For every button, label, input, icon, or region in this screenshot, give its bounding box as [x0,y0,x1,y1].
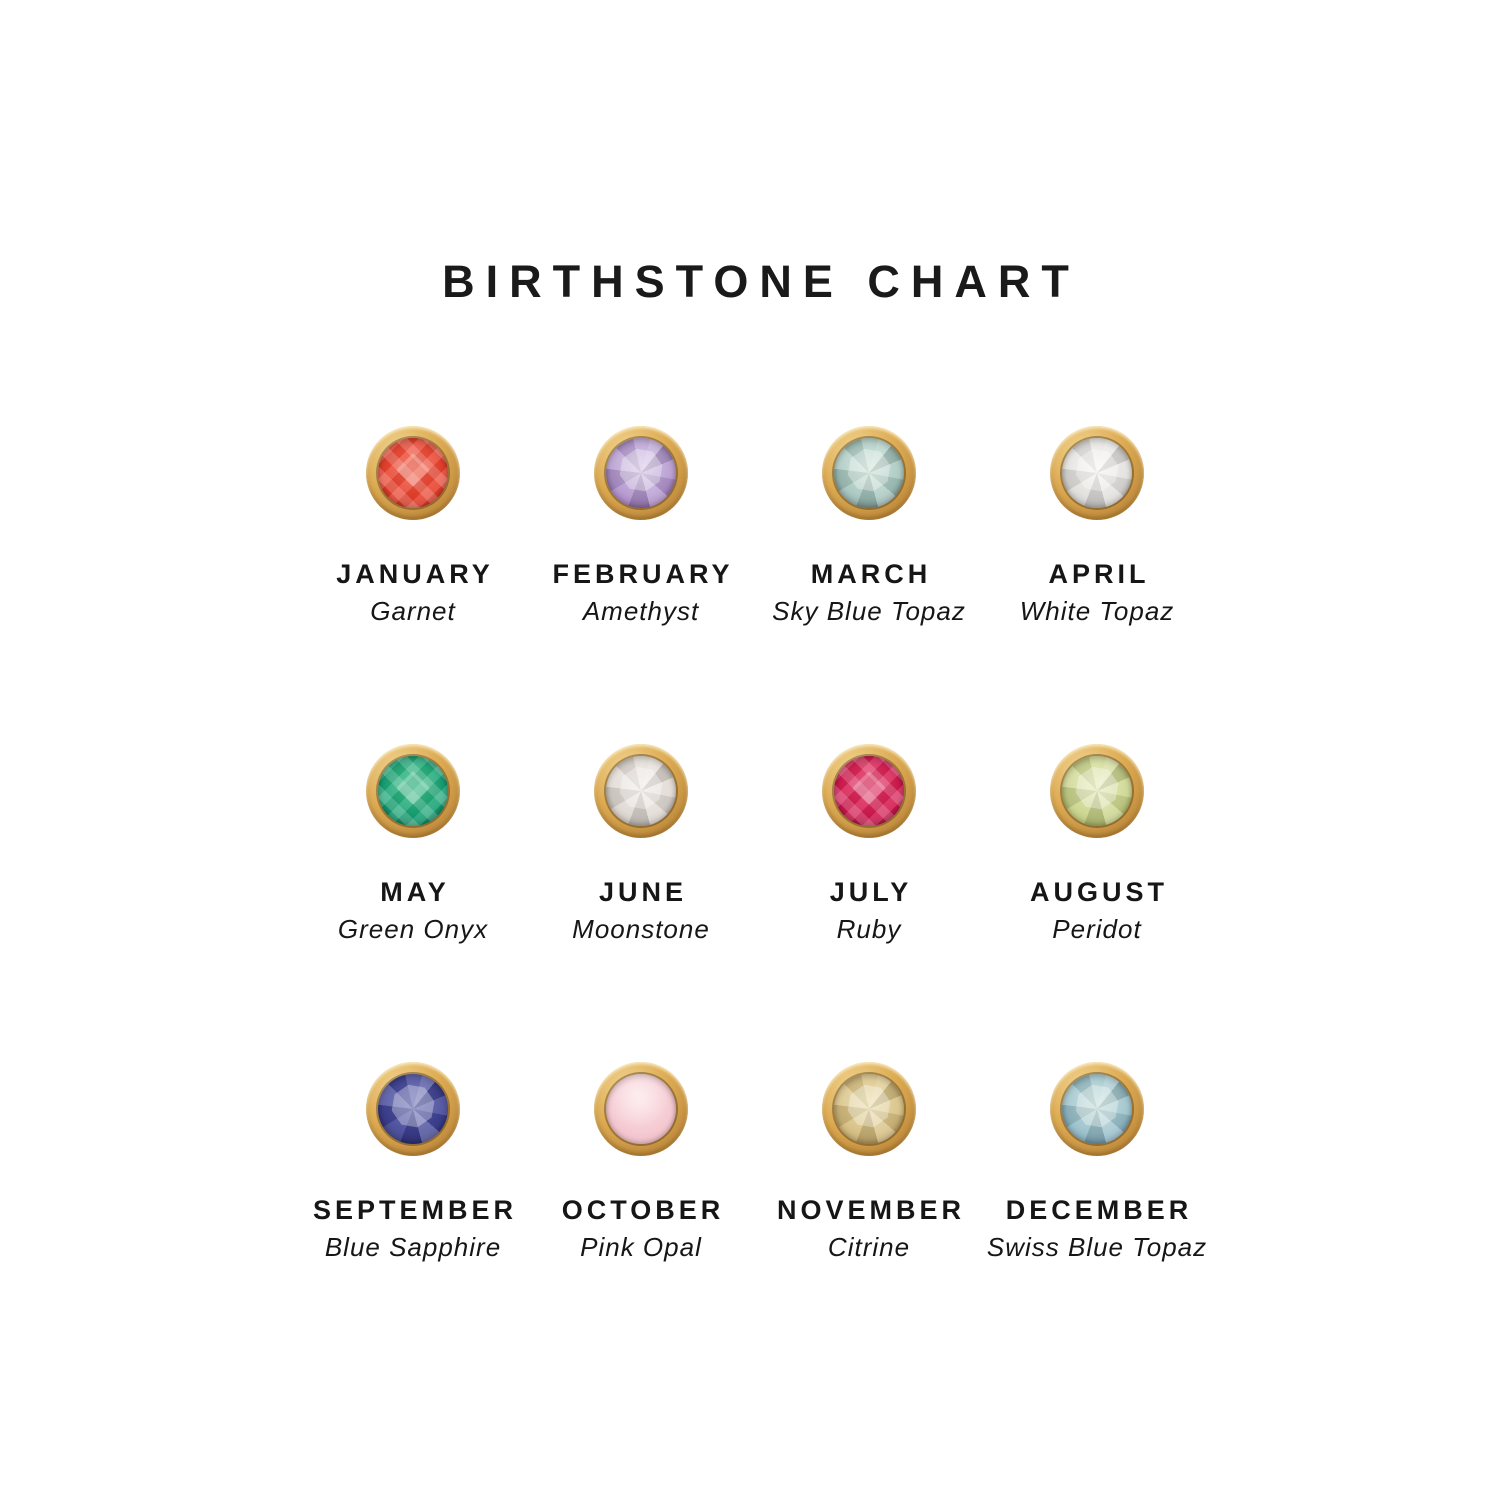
birthstone-cell-october: OCTOBER Pink Opal [527,1062,755,1380]
month-label: APRIL [1048,559,1150,589]
month-label: OCTOBER [561,1195,725,1225]
month-label: SEPTEMBER [312,1195,518,1225]
gemstone-swiss-blue-topaz-icon [1050,1062,1144,1156]
stone-label: Amethyst [582,596,700,626]
gem-stone [606,756,676,826]
gemstone-green-onyx-icon [366,744,460,838]
stone-label: Moonstone [572,914,710,944]
gemstone-pink-opal-icon [594,1062,688,1156]
stone-label: Peridot [1052,914,1142,944]
gem-stone [834,438,904,508]
month-label: MARCH [810,559,932,589]
stone-label: Green Onyx [337,914,489,944]
month-label: MAY [380,877,450,907]
gemstone-amethyst-icon [594,426,688,520]
stone-label: Citrine [827,1232,911,1262]
gemstone-citrine-icon [822,1062,916,1156]
gem-stone [378,438,448,508]
stone-label: White Topaz [1019,596,1175,626]
gemstone-peridot-icon [1050,744,1144,838]
birthstone-cell-may: MAY Green Onyx [299,744,527,1062]
gemstone-white-topaz-icon [1050,426,1144,520]
gem-stone [378,756,448,826]
month-label: NOVEMBER [776,1195,965,1225]
month-label: JUNE [598,877,688,907]
gem-stone [834,1074,904,1144]
birthstone-cell-january: JANUARY Garnet [299,426,527,744]
birthstone-cell-april: APRIL White Topaz [983,426,1211,744]
stone-label: Blue Sapphire [324,1232,502,1262]
gemstone-garnet-icon [366,426,460,520]
gem-stone [378,1074,448,1144]
birthstone-cell-february: FEBRUARY Amethyst [527,426,755,744]
birthstone-cell-december: DECEMBER Swiss Blue Topaz [983,1062,1211,1380]
stone-label: Garnet [370,596,456,626]
month-label: AUGUST [1030,877,1168,907]
stone-label: Ruby [836,914,902,944]
gem-stone [1062,438,1132,508]
gemstone-moonstone-icon [594,744,688,838]
birthstone-cell-november: NOVEMBER Citrine [755,1062,983,1380]
month-label: DECEMBER [1005,1195,1193,1225]
birthstone-cell-march: MARCH Sky Blue Topaz [755,426,983,744]
birthstone-cell-july: JULY Ruby [755,744,983,1062]
gemstone-ruby-icon [822,744,916,838]
stone-label: Pink Opal [580,1232,702,1262]
gem-stone [606,438,676,508]
gemstone-sky-blue-topaz-icon [822,426,916,520]
stone-label: Swiss Blue Topaz [986,1232,1208,1262]
birthstone-grid: JANUARY Garnet FEBRUARY Amethyst MARCH S… [299,426,1211,1380]
gem-stone [606,1074,676,1144]
gem-stone [1062,1074,1132,1144]
gem-stone [834,756,904,826]
month-label: FEBRUARY [552,559,734,589]
gem-stone [1062,756,1132,826]
month-label: JANUARY [336,559,494,589]
birthstone-cell-august: AUGUST Peridot [983,744,1211,1062]
birthstone-cell-june: JUNE Moonstone [527,744,755,1062]
gemstone-blue-sapphire-icon [366,1062,460,1156]
page-title: BIRTHSTONE CHART [442,256,1080,307]
birthstone-cell-september: SEPTEMBER Blue Sapphire [299,1062,527,1380]
month-label: JULY [829,877,913,907]
stone-label: Sky Blue Topaz [772,596,966,626]
